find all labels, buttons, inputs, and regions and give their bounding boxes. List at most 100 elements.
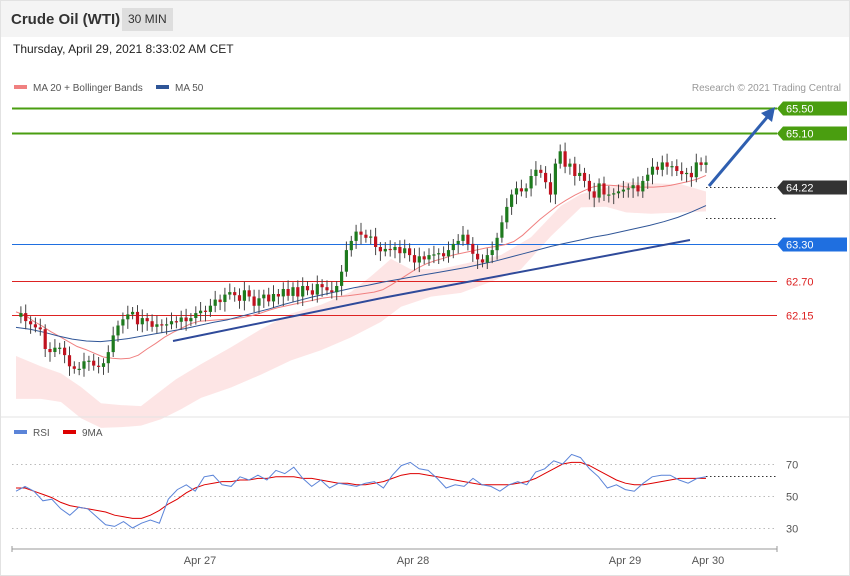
bollinger-bands xyxy=(16,181,706,428)
candle-down xyxy=(602,183,606,195)
candle-down xyxy=(237,295,242,301)
moving-averages xyxy=(15,174,707,360)
candle-up xyxy=(621,189,625,192)
timestamp: Thursday, April 29, 2021 8:33:02 AM CET xyxy=(13,42,234,56)
candle-up xyxy=(500,222,504,238)
bollinger-band-fill xyxy=(16,181,706,428)
candle-up xyxy=(650,166,655,175)
candle-down xyxy=(582,172,587,181)
candle-down xyxy=(33,324,37,328)
candle-down xyxy=(680,171,684,175)
candle-up xyxy=(208,305,212,312)
candles xyxy=(19,142,708,377)
legend-ma20-swatch xyxy=(14,85,27,89)
candle-up xyxy=(660,162,664,170)
level-tag-text-65-50: 65.50 xyxy=(786,104,814,116)
candle-up xyxy=(87,360,91,362)
candle-down xyxy=(320,284,324,288)
candle-up xyxy=(169,321,174,325)
candle-up xyxy=(432,254,436,256)
candle-down xyxy=(442,253,446,257)
trendline-upper xyxy=(381,239,691,299)
candle-down xyxy=(48,349,52,353)
ma20-line xyxy=(15,174,707,360)
candle-up xyxy=(53,347,57,352)
candle-up xyxy=(534,169,538,176)
candle-up xyxy=(189,318,193,322)
candle-down xyxy=(655,166,659,170)
candle-down xyxy=(160,324,164,326)
candle-up xyxy=(597,183,601,198)
candle-up xyxy=(616,191,621,194)
candle-up xyxy=(19,313,23,317)
candle-down xyxy=(72,366,76,369)
candle-up xyxy=(427,255,431,260)
timeframe-badge[interactable]: 30 MIN xyxy=(122,8,173,31)
candle-up xyxy=(194,313,198,318)
candle-down xyxy=(665,162,669,167)
instrument-title: Crude Oil (WTI) xyxy=(11,11,121,28)
candle-down xyxy=(412,255,417,263)
candle-up xyxy=(223,294,227,302)
legend-ma50-label: MA 50 xyxy=(175,83,204,94)
candle-up xyxy=(529,176,533,189)
candle-up xyxy=(349,240,353,251)
candle-up xyxy=(403,248,407,254)
candle-up xyxy=(106,352,110,364)
legend-ma20-label: MA 20 + Bollinger Bands xyxy=(33,83,143,94)
candle-down xyxy=(636,185,640,192)
candle-down xyxy=(43,329,47,349)
candle-down xyxy=(67,355,72,367)
candle-up xyxy=(641,180,645,192)
level-tag-63-30 xyxy=(777,237,847,252)
candle-up xyxy=(77,368,81,370)
candle-up xyxy=(461,234,465,241)
candle-down xyxy=(247,290,251,297)
candle-up xyxy=(446,250,451,257)
candle-down xyxy=(378,247,382,252)
candle-up xyxy=(490,250,494,255)
price-levels xyxy=(12,107,777,316)
candle-up xyxy=(301,286,305,297)
header-bar: Crude Oil (WTI) 30 MIN xyxy=(1,1,849,37)
candle-down xyxy=(388,248,392,251)
x-tick-apr30: Apr 30 xyxy=(692,555,724,567)
candle-down xyxy=(471,243,475,254)
candle-down xyxy=(544,172,548,183)
rsi-panel: 70 50 30 xyxy=(12,453,798,536)
candle-down xyxy=(480,259,485,263)
x-tick-apr29: Apr 29 xyxy=(609,555,641,567)
candle-up xyxy=(340,271,344,286)
candle-up xyxy=(578,172,582,176)
trendline-lower xyxy=(172,297,383,342)
candle-up xyxy=(631,185,635,189)
forecast-arrow-shaft xyxy=(707,114,771,187)
rsi-ma9-line xyxy=(16,461,706,519)
candle-up xyxy=(495,237,499,251)
level-label-62-70: 62.70 xyxy=(786,277,814,289)
candle-down xyxy=(563,151,567,167)
candle-up xyxy=(524,188,528,192)
candle-up xyxy=(315,284,319,295)
level-label-62-15: 62.15 xyxy=(786,311,814,323)
candle-down xyxy=(330,290,334,293)
candle-down xyxy=(233,292,237,296)
candle-down xyxy=(587,180,591,192)
candle-down xyxy=(24,313,28,322)
candle-down xyxy=(592,191,596,198)
candle-down xyxy=(305,286,310,291)
candle-up xyxy=(553,163,557,195)
candle-up xyxy=(116,325,120,336)
candle-up xyxy=(417,256,421,263)
candle-up xyxy=(568,163,572,167)
candle-down xyxy=(276,294,280,297)
price-tags: 65.50 65.10 64.22 63.30 62.70 62.15 xyxy=(777,101,847,323)
level-tag-text-64-22: 64.22 xyxy=(786,183,814,195)
candle-up xyxy=(165,324,169,326)
candle-up xyxy=(485,255,489,263)
x-tick-apr28: Apr 28 xyxy=(397,555,429,567)
candle-up xyxy=(704,162,708,165)
candle-down xyxy=(135,311,140,325)
legend-rsi-ma-swatch xyxy=(63,430,76,434)
